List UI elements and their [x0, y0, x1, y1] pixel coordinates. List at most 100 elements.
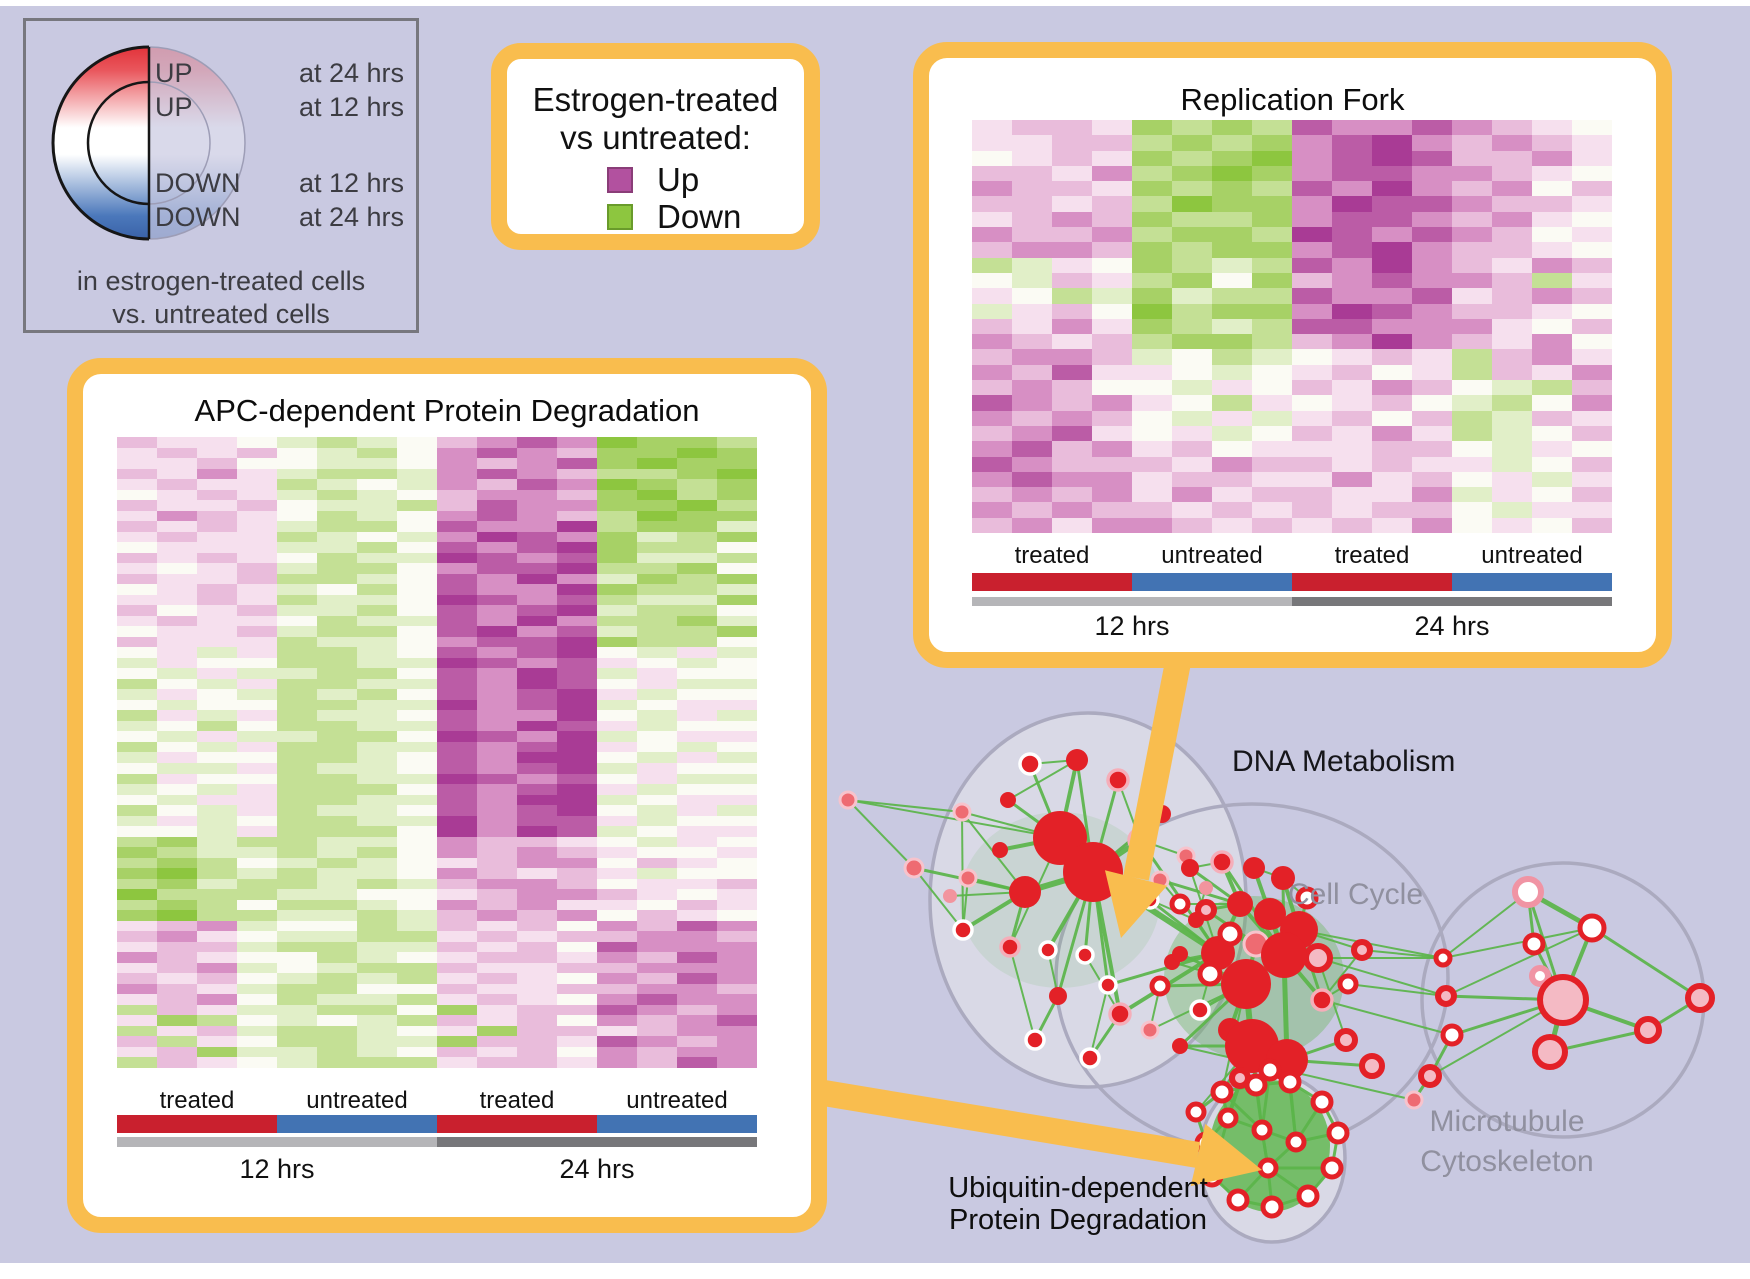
heatmap-row [117, 542, 757, 553]
condition-label: treated [479, 1087, 555, 1114]
heatmap-row [117, 647, 757, 658]
heatmap-cell [1212, 257, 1252, 273]
heatmap-cell [517, 678, 557, 690]
heatmap-cell [1492, 227, 1532, 243]
heatmap-cell [317, 836, 357, 848]
heatmap-cell [677, 752, 717, 763]
heatmap-cell [397, 952, 437, 963]
heatmap-cell [1492, 380, 1532, 396]
heatmap-cell [677, 920, 717, 932]
heatmap-cell [557, 899, 597, 911]
heatmap-row [117, 573, 757, 585]
heatmap-cell [1092, 441, 1132, 457]
heatmap-cell [597, 952, 637, 963]
heatmap-cell [317, 594, 357, 606]
heatmap-cell [357, 1025, 397, 1037]
heatmap-cell [1332, 227, 1372, 243]
heatmap-cell [517, 1057, 557, 1068]
label-text: Cell Cycle [1288, 878, 1424, 911]
heatmap-cell [397, 762, 437, 774]
heatmap-row [117, 826, 757, 837]
heatmap-cell [157, 899, 197, 911]
heatmap-cell [557, 1015, 597, 1026]
heatmap-cell [357, 752, 397, 763]
heatmap-cell [437, 458, 477, 469]
heatmap-cell [1132, 517, 1172, 534]
heatmap-cell [437, 784, 477, 795]
heatmap-cell [197, 941, 237, 953]
heatmap-cell [117, 805, 157, 816]
heatmap-cell [237, 1046, 277, 1058]
heatmap-cell [972, 165, 1012, 182]
heatmap-cell [1412, 334, 1452, 350]
heatmap-cell [317, 657, 357, 669]
heatmap-cell [677, 815, 717, 827]
heatmap-cell [1052, 364, 1092, 381]
legend-item-up: Up [507, 163, 804, 196]
heatmap-row [117, 720, 757, 732]
heatmap-cell [117, 1004, 157, 1016]
heatmap-cell [237, 626, 277, 637]
heatmap-cell [717, 605, 757, 616]
heatmap-row [117, 447, 757, 459]
label-line1: Microtubule [1429, 1105, 1585, 1138]
heatmap-cell [677, 657, 717, 669]
heatmap-cell [972, 196, 1012, 212]
heatmap-cell [1332, 303, 1372, 319]
heatmap-cell [277, 889, 317, 900]
heatmap-cell [197, 983, 237, 995]
heatmap-cell [677, 805, 717, 816]
heatmap-cell [317, 910, 357, 921]
heatmap-cell [197, 647, 237, 658]
heatmap-cell [277, 720, 317, 732]
heatmap-cell [277, 552, 317, 564]
heatmap-cell [437, 626, 477, 637]
heatmap-row [117, 910, 757, 921]
heatmap-cell [1212, 349, 1252, 365]
heatmap-cell [157, 762, 197, 774]
heatmap-row [117, 847, 757, 858]
heatmap-cell [317, 689, 357, 700]
heatmap-cell [117, 594, 157, 606]
heatmap-cell [557, 510, 597, 522]
heatmap-cell [597, 994, 637, 1005]
heatmap-cell [597, 941, 637, 953]
heatmap-cell [557, 458, 597, 469]
heatmap-cell [1532, 380, 1572, 396]
heatmap-cell [1172, 135, 1212, 151]
heatmap-cell [637, 563, 677, 574]
heatmap-cell [397, 910, 437, 921]
heatmap-cell [1532, 135, 1572, 151]
heatmap-cell [397, 931, 437, 942]
heatmap-cell [677, 458, 717, 469]
heatmap-cell [717, 584, 757, 595]
heatmap-cell [477, 636, 517, 648]
heatmap-cell [557, 857, 597, 869]
heatmap-cell [517, 489, 557, 501]
heatmap-row [972, 135, 1612, 151]
heatmap-row [972, 425, 1612, 442]
heatmap-cell [157, 636, 197, 648]
heatmap-cell [117, 615, 157, 627]
heatmap-cell [477, 857, 517, 869]
heatmap-cell [197, 510, 237, 522]
heatmap-cell [1012, 380, 1052, 396]
heatmap-cell [1092, 272, 1132, 289]
heatmap-cell [477, 826, 517, 837]
heatmap-cell [197, 563, 237, 574]
heatmap-cell [557, 563, 597, 574]
heatmap-cell [477, 573, 517, 585]
condition-label: untreated [626, 1087, 728, 1114]
heatmap-cell [157, 836, 197, 848]
heatmap-cell [517, 521, 557, 532]
heatmap-cell [597, 626, 637, 637]
heatmap-cell [517, 941, 557, 953]
heatmap-cell [1172, 181, 1212, 197]
heatmap-row [972, 272, 1612, 289]
heatmap-cell [1092, 517, 1132, 534]
heatmap-cell [437, 573, 477, 585]
heatmap-cell [1052, 502, 1092, 518]
heatmap-cell [117, 899, 157, 911]
heatmap-cell [1332, 441, 1372, 457]
